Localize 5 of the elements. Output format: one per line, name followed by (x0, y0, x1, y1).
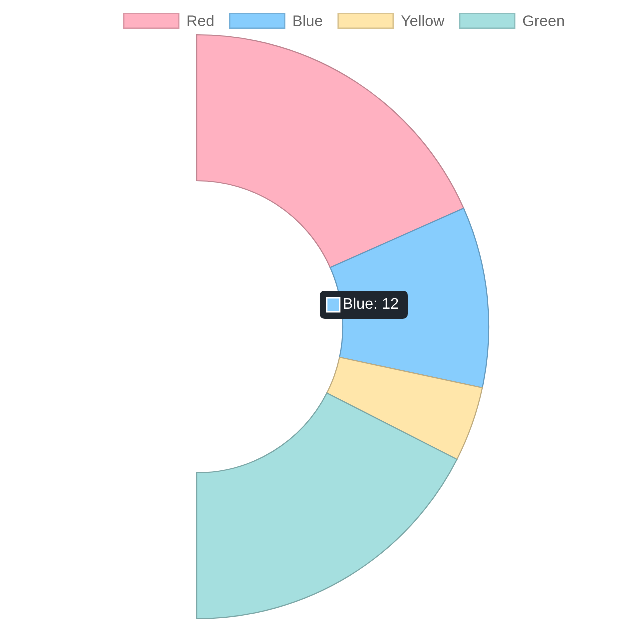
legend-label: Green (523, 16, 564, 26)
text: Blue: 12 (344, 298, 398, 310)
legend-label: Red (188, 15, 214, 26)
legend-label: Yellow (401, 15, 445, 26)
legend-label: Blue (294, 15, 322, 26)
